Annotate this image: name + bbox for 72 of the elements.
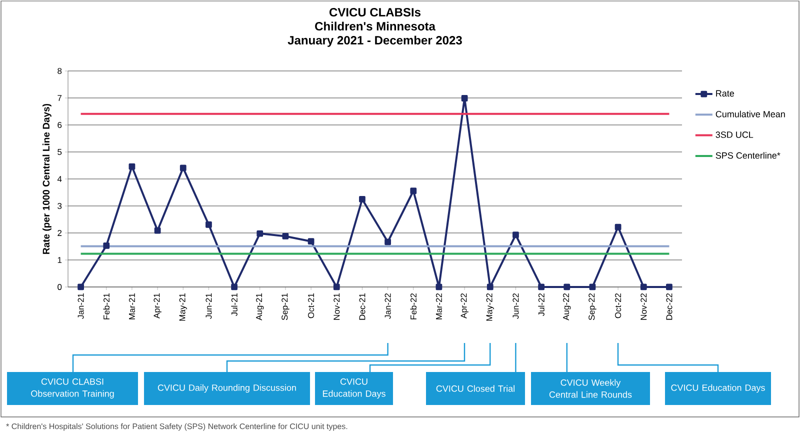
- x-tick-label: Feb-22: [410, 293, 416, 320]
- chart-subtitle: Children's Minnesota: [315, 22, 436, 31]
- point: [486, 284, 494, 290]
- y-tick-label: 7: [58, 95, 62, 101]
- point: [154, 227, 161, 234]
- point: [180, 164, 186, 172]
- legend-label: 3SD UCL: [716, 132, 754, 138]
- y-tick-label: 8: [58, 68, 62, 74]
- point: [512, 232, 519, 238]
- x-tick-label: Feb-21: [103, 293, 110, 320]
- x-tick-label: Apr-21: [154, 293, 162, 319]
- text: CVICU CLABSI Observation Training: [31, 378, 114, 399]
- legend-label: Cumulative Mean: [716, 110, 785, 118]
- chart-title: CVICU CLABSIs: [330, 8, 421, 17]
- legend-label: Rate: [716, 90, 734, 97]
- x-tick-label: Sep-22: [588, 293, 596, 320]
- x-tick-label: Oct-21: [308, 293, 314, 318]
- x-tick-label: Aug-21: [256, 293, 264, 320]
- legend-label: SPS Centerline*: [716, 152, 780, 159]
- x-tick-label: Jun-22: [512, 293, 519, 319]
- x-tick-label: Mar-22: [436, 293, 442, 320]
- x-tick-label: Nov-21: [334, 293, 340, 320]
- y-tick-label: 3: [58, 202, 62, 209]
- x-tick-label: Nov-22: [640, 293, 647, 320]
- point: [410, 188, 417, 194]
- point: [308, 238, 314, 245]
- x-tick-label: Sep-21: [282, 293, 290, 320]
- point: [206, 221, 212, 228]
- point: [436, 284, 442, 290]
- x-tick-label: May-21: [179, 293, 187, 321]
- point: [256, 230, 264, 237]
- y-tick-label: 0: [58, 284, 62, 290]
- x-tick-label: May-22: [486, 293, 494, 321]
- text: CVICU Weekly Central Line Rounds: [549, 379, 632, 398]
- text: CVICU Education Days: [671, 384, 765, 393]
- point: [103, 242, 110, 249]
- point: [128, 163, 136, 170]
- x-tick-label: Dec-22: [666, 293, 672, 320]
- x-tick-label: Jan-21: [78, 293, 84, 319]
- point: [640, 284, 647, 290]
- point: [384, 238, 391, 246]
- x-tick-label: Dec-21: [359, 293, 366, 320]
- x-tick-label: Apr-22: [460, 293, 468, 319]
- point: [461, 95, 468, 102]
- point: [333, 284, 340, 290]
- y-tick-label: 2: [58, 230, 62, 236]
- point: [538, 284, 544, 290]
- y-tick-label: 6: [58, 122, 62, 128]
- point: [231, 284, 238, 290]
- point: [282, 233, 289, 240]
- point: [589, 284, 596, 290]
- point: [564, 284, 570, 290]
- text: CVICU Daily Rounding Discussion: [158, 384, 296, 393]
- x-tick-label: Oct-22: [615, 293, 622, 318]
- x-tick-label: Mar-21: [128, 293, 135, 320]
- x-tick-label: Jun-21: [206, 293, 212, 319]
- y-tick-label: 4: [57, 176, 62, 182]
- x-tick-label: Jul-22: [538, 293, 544, 316]
- text: * Children's Hospitals' Solutions for Patient Safety (SPS) Network Centerline for CICU unit types.: [6, 423, 348, 431]
- y-tick-label: 5: [58, 149, 62, 155]
- y-axis-title: Rate (per 1000 Central Line Days): [42, 104, 52, 254]
- point: [78, 284, 84, 290]
- point: [614, 224, 622, 230]
- point: [359, 196, 366, 202]
- y-tick-label: 1: [58, 257, 62, 263]
- x-tick-label: Jul-21: [231, 293, 238, 316]
- text: January 2021 - December 2023: [288, 36, 462, 47]
- text: CVICU Closed Trial: [436, 385, 514, 392]
- x-tick-label: Jan-22: [384, 293, 391, 319]
- x-tick-label: Aug-22: [563, 293, 571, 320]
- point: [666, 284, 672, 290]
- text: CVICU Education Days: [322, 378, 386, 399]
